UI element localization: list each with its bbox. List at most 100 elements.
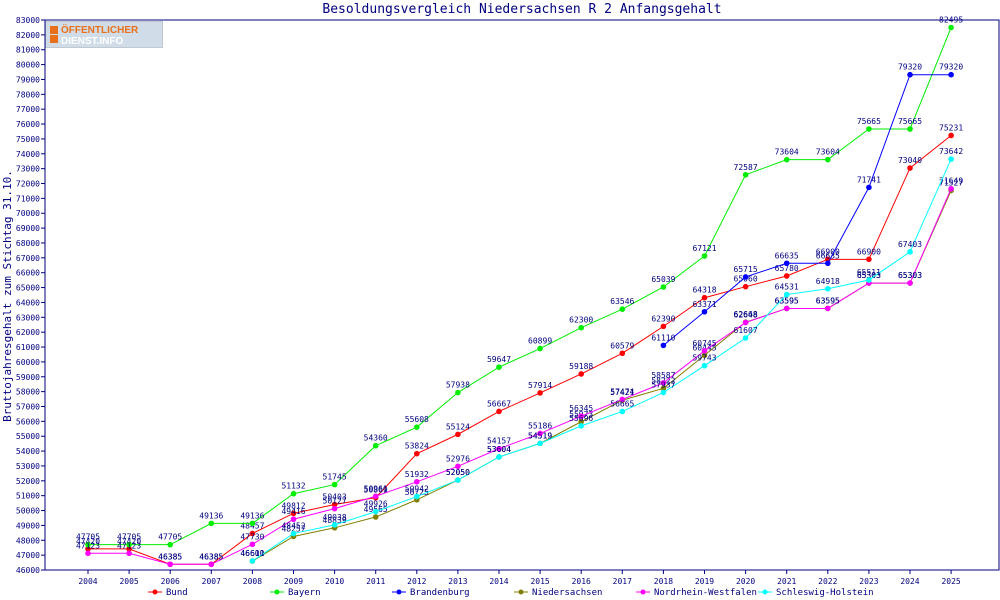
data-label: 50127 (323, 497, 347, 506)
data-label: 47730 (240, 532, 264, 541)
data-label: 63371 (692, 300, 716, 309)
data-label: 50961 (364, 484, 388, 493)
data-label: 71649 (939, 177, 963, 186)
data-point (825, 305, 831, 312)
legend-label: Nordrhein-Westfalen (654, 588, 757, 598)
data-point (866, 126, 872, 132)
logo-text-line2: DIENST.INFO (61, 36, 123, 47)
data-label: 75665 (857, 117, 881, 126)
y-tick-label: 51000 (16, 492, 40, 501)
y-tick-label: 62000 (16, 328, 40, 337)
data-point (660, 323, 667, 330)
data-point (907, 71, 913, 78)
data-label: 52050 (446, 468, 470, 477)
data-point (372, 442, 379, 449)
data-point (290, 490, 297, 497)
data-point (496, 445, 502, 452)
data-point (825, 156, 831, 163)
data-point (701, 348, 708, 354)
data-point (414, 493, 420, 500)
data-label: 71527 (939, 179, 963, 188)
data-label: 49926 (364, 500, 388, 509)
data-label: 56345 (569, 404, 593, 413)
data-label: 55186 (528, 421, 552, 430)
y-tick-label: 70000 (16, 209, 40, 218)
data-label: 56665 (610, 399, 634, 408)
data-point (167, 561, 173, 568)
data-label: 57474 (610, 387, 634, 396)
data-point (455, 431, 461, 438)
data-point (742, 335, 749, 341)
y-tick-label: 68000 (16, 239, 40, 248)
data-point (619, 408, 626, 415)
legend-marker (640, 589, 646, 595)
y-tick-label: 55000 (16, 432, 40, 441)
data-label: 55696 (569, 414, 593, 423)
logo-text-line1: ÖFFENTLICHER (61, 23, 139, 36)
data-label: 59647 (487, 355, 511, 364)
data-label: 52050 (446, 468, 470, 477)
data-point (619, 396, 626, 403)
data-point (866, 256, 872, 263)
data-label: 47705 (117, 533, 141, 542)
x-tick-label: 2008 (243, 577, 262, 586)
x-tick-label: 2021 (777, 577, 796, 586)
data-point (414, 450, 420, 457)
legend-label: Niedersachsen (532, 588, 602, 598)
y-tick-label: 57000 (16, 402, 40, 411)
y-tick-label: 71000 (16, 194, 40, 203)
data-point (578, 418, 584, 425)
data-point (85, 541, 91, 548)
data-point (578, 423, 584, 429)
data-label: 49038 (323, 513, 347, 522)
data-point (619, 350, 626, 357)
logo: ÖFFENTLICHER DIENST.INFO (45, 21, 163, 48)
data-label: 46385 (199, 552, 223, 561)
data-point (783, 305, 790, 312)
data-point (783, 273, 790, 279)
series-line-2 (663, 74, 952, 346)
data-point (537, 440, 543, 447)
data-label: 63595 (775, 296, 799, 305)
data-point (496, 364, 502, 370)
data-point (866, 277, 872, 283)
y-tick-label: 74000 (16, 150, 40, 159)
data-label: 63546 (610, 297, 634, 306)
data-point (742, 283, 749, 290)
data-point (783, 291, 790, 298)
y-axis-label: Bruttojahresgehalt zum Stichtag 31.10. (1, 170, 14, 422)
series-line-1 (88, 27, 952, 546)
data-point (85, 546, 91, 552)
data-label: 47123 (117, 541, 141, 550)
data-label: 65303 (898, 271, 922, 280)
x-tick-label: 2015 (530, 577, 549, 586)
data-point (742, 274, 749, 280)
data-label: 47705 (76, 533, 100, 542)
data-label: 46611 (240, 549, 264, 558)
data-label: 73040 (898, 156, 922, 165)
y-tick-label: 54000 (16, 447, 40, 456)
data-label: 47420 (117, 537, 141, 546)
data-label: 57421 (610, 388, 634, 397)
data-point (701, 362, 708, 369)
x-tick-label: 2025 (941, 577, 960, 586)
data-label: 62390 (651, 314, 675, 323)
data-label: 49812 (281, 501, 305, 510)
data-label: 46600 (240, 549, 264, 558)
data-label: 49136 (199, 511, 223, 520)
data-label: 64918 (816, 277, 840, 286)
data-point (578, 371, 584, 377)
y-tick-label: 50000 (16, 507, 40, 516)
data-point (331, 522, 338, 528)
data-label: 62300 (569, 316, 593, 325)
data-label: 49136 (240, 511, 264, 520)
data-label: 47705 (158, 533, 182, 542)
y-tick-label: 61000 (16, 343, 40, 352)
data-label: 54519 (528, 431, 552, 440)
x-tick-label: 2013 (448, 577, 467, 586)
data-point (825, 285, 831, 292)
y-tick-label: 52000 (16, 477, 40, 486)
data-label: 55124 (446, 422, 470, 431)
x-tick-label: 2024 (900, 577, 919, 586)
data-label: 66900 (816, 247, 840, 256)
